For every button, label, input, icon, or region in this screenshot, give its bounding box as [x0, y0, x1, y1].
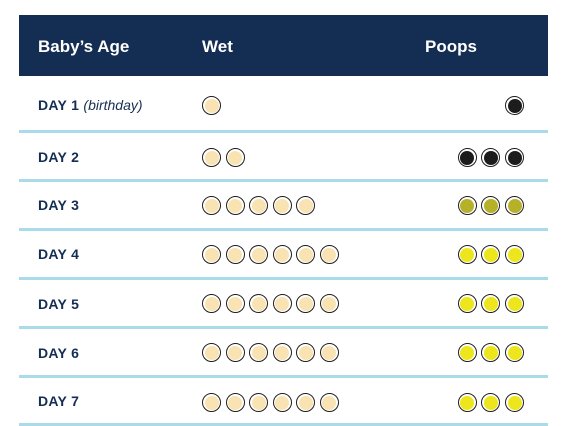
poop-diaper-circle	[457, 294, 477, 313]
wet-diaper-circle	[296, 245, 316, 264]
day-text: DAY 5	[38, 296, 80, 312]
wet-diaper-circle	[202, 96, 221, 115]
day-text: DAY 1	[38, 97, 80, 113]
table-row: DAY 2	[19, 133, 548, 182]
day-label: DAY 4	[38, 246, 79, 262]
header-babys-age: Baby’s Age	[38, 37, 130, 56]
day-label: DAY 5	[38, 296, 79, 312]
wet-diaper-circle	[202, 148, 221, 167]
day-label: DAY 1 (birthday)	[38, 97, 143, 113]
poop-diaper-circle	[481, 393, 501, 412]
day-text: DAY 2	[38, 149, 80, 165]
table-row: DAY 4	[19, 231, 548, 280]
poop-diaper-group	[453, 245, 524, 264]
table-body: DAY 1 (birthday) DAY 2 DAY 3 DAY 4 DAY 5 DAY …	[19, 76, 548, 426]
wet-diaper-circle	[202, 196, 221, 215]
wet-diaper-circle	[272, 393, 292, 412]
wet-diaper-circle	[296, 393, 316, 412]
wet-diaper-circle	[296, 196, 316, 215]
wet-diaper-circle	[249, 196, 269, 215]
day-text: DAY 7	[38, 393, 80, 409]
day-note: (birthday)	[83, 97, 143, 113]
poop-diaper-circle	[505, 393, 524, 412]
wet-diaper-group	[202, 196, 320, 215]
wet-diaper-circle	[319, 245, 339, 264]
wet-diaper-circle	[202, 343, 221, 362]
day-text: DAY 4	[38, 246, 80, 262]
poop-diaper-group	[453, 393, 524, 412]
wet-diaper-group	[202, 393, 344, 412]
wet-diaper-circle	[319, 343, 339, 362]
poop-diaper-group	[453, 148, 524, 167]
poop-diaper-circle	[481, 245, 501, 264]
table-header: Baby’s Age Wet Poops	[19, 15, 548, 76]
wet-diaper-circle	[296, 343, 316, 362]
poop-diaper-circle	[505, 343, 524, 362]
header-poops: Poops	[425, 37, 477, 56]
poop-diaper-circle	[457, 393, 477, 412]
day-text: DAY 6	[38, 345, 80, 361]
wet-diaper-circle	[272, 245, 292, 264]
wet-diaper-circle	[202, 245, 221, 264]
wet-diaper-circle	[296, 294, 316, 313]
poop-diaper-circle	[457, 245, 477, 264]
poop-diaper-circle	[457, 343, 477, 362]
wet-diaper-circle	[319, 393, 339, 412]
day-label: DAY 3	[38, 197, 79, 213]
wet-diaper-circle	[225, 393, 245, 412]
poop-diaper-group	[453, 294, 524, 313]
day-label: DAY 2	[38, 149, 79, 165]
wet-diaper-group	[202, 343, 344, 362]
wet-diaper-group	[202, 294, 344, 313]
poop-diaper-group	[500, 96, 524, 115]
wet-diaper-circle	[249, 245, 269, 264]
poop-diaper-circle	[457, 148, 477, 167]
wet-diaper-circle	[272, 343, 292, 362]
poop-diaper-circle	[505, 196, 524, 215]
wet-diaper-group	[202, 148, 249, 167]
wet-diaper-circle	[249, 294, 269, 313]
poop-diaper-circle	[457, 196, 477, 215]
diaper-chart-table: Baby’s Age Wet Poops DAY 1 (birthday) DAY…	[19, 15, 548, 426]
poop-diaper-circle	[505, 96, 524, 115]
table-row: DAY 5	[19, 280, 548, 329]
wet-diaper-circle	[249, 343, 269, 362]
poop-diaper-group	[453, 343, 524, 362]
table-row: DAY 6	[19, 329, 548, 378]
wet-diaper-circle	[225, 294, 245, 313]
poop-diaper-circle	[481, 343, 501, 362]
wet-diaper-circle	[225, 148, 245, 167]
wet-diaper-circle	[202, 393, 221, 412]
poop-diaper-group	[453, 196, 524, 215]
wet-diaper-circle	[272, 294, 292, 313]
poop-diaper-circle	[505, 148, 524, 167]
wet-diaper-circle	[202, 294, 221, 313]
wet-diaper-circle	[225, 245, 245, 264]
header-wet: Wet	[202, 37, 233, 56]
wet-diaper-circle	[272, 196, 292, 215]
poop-diaper-circle	[505, 294, 524, 313]
poop-diaper-circle	[481, 294, 501, 313]
wet-diaper-circle	[249, 393, 269, 412]
table-row: DAY 7	[19, 378, 548, 426]
wet-diaper-circle	[225, 343, 245, 362]
wet-diaper-circle	[225, 196, 245, 215]
wet-diaper-group	[202, 96, 226, 115]
poop-diaper-circle	[481, 196, 501, 215]
day-label: DAY 7	[38, 393, 79, 409]
poop-diaper-circle	[481, 148, 501, 167]
day-label: DAY 6	[38, 345, 79, 361]
wet-diaper-group	[202, 245, 344, 264]
table-row: DAY 1 (birthday)	[19, 76, 548, 133]
table-row: DAY 3	[19, 182, 548, 231]
day-text: DAY 3	[38, 197, 80, 213]
wet-diaper-circle	[319, 294, 339, 313]
poop-diaper-circle	[505, 245, 524, 264]
